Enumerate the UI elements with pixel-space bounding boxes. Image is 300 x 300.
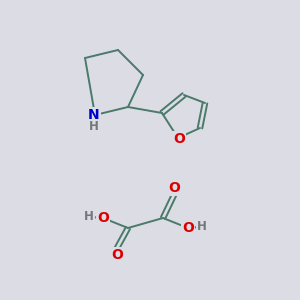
Text: H: H [84,211,94,224]
Text: H: H [89,119,99,133]
Text: O: O [173,132,185,146]
Text: O: O [182,221,194,235]
Text: N: N [88,108,100,122]
Text: O: O [97,211,109,225]
Text: H: H [197,220,207,233]
Text: O: O [168,181,180,195]
Text: O: O [111,248,123,262]
